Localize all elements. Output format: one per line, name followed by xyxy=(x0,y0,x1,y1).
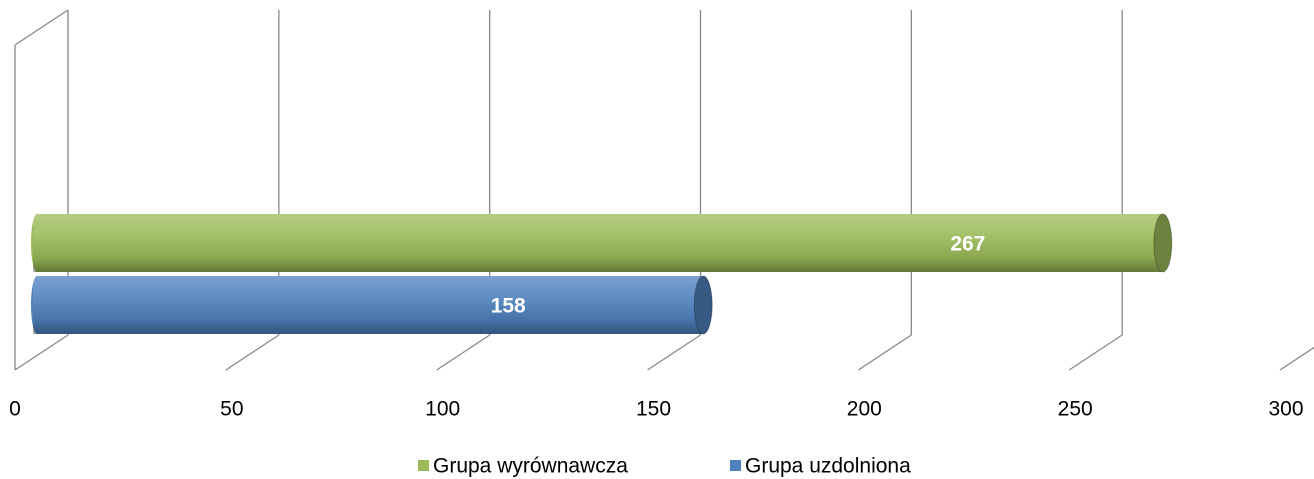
bar-part xyxy=(33,214,1163,272)
x-tick-label: 200 xyxy=(847,398,882,421)
x-tick-label: 50 xyxy=(220,398,243,421)
legend-swatch xyxy=(418,460,429,471)
legend-swatch xyxy=(730,460,741,471)
x-tick-label: 300 xyxy=(1268,398,1303,421)
legend-label: Grupa uzdolniona xyxy=(745,455,911,478)
bar-part xyxy=(693,275,713,335)
bar-part xyxy=(33,276,704,334)
bar-part xyxy=(694,276,713,334)
bar xyxy=(31,275,713,335)
x-tick-label: 100 xyxy=(425,398,460,421)
wall-edge xyxy=(14,9,69,46)
x-tick-label: 0 xyxy=(9,398,21,421)
bar-part xyxy=(1153,214,1172,272)
grid-line xyxy=(436,334,491,371)
legend-label: Grupa wyrównawcza xyxy=(433,455,628,478)
value-label: 267 xyxy=(950,233,985,256)
bar-part xyxy=(1153,213,1173,273)
bar xyxy=(31,213,1173,273)
x-tick-label: 250 xyxy=(1058,398,1093,421)
grid-line xyxy=(1068,334,1123,371)
value-label: 158 xyxy=(491,295,526,318)
x-tick-label: 150 xyxy=(636,398,671,421)
grid-line xyxy=(647,334,701,371)
grid-line xyxy=(1279,346,1314,371)
grid-line xyxy=(225,334,280,371)
grid-line xyxy=(857,334,912,371)
grid-line xyxy=(14,334,69,371)
